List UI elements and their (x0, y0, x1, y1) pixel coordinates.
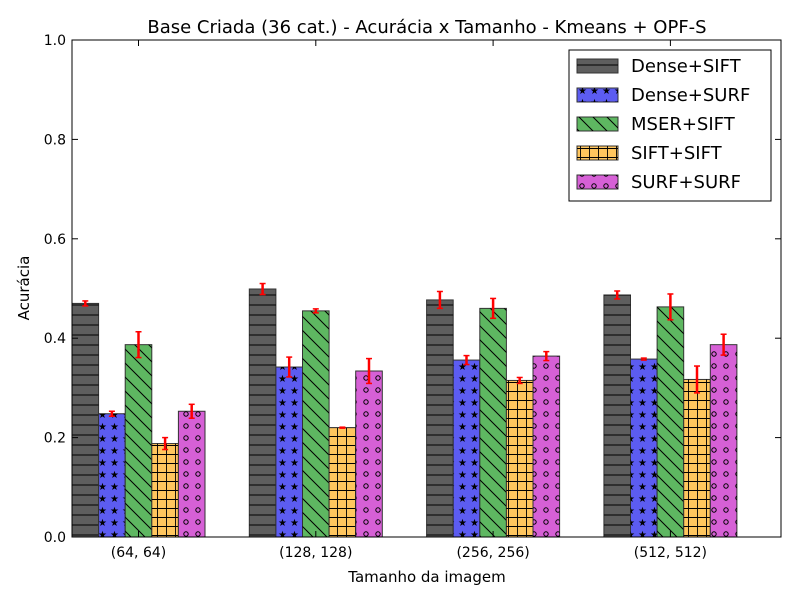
y-tick-label: 0.2 (44, 431, 66, 447)
legend-swatch-hatch (577, 88, 618, 102)
error-bar-surf-surf-1 (366, 357, 372, 385)
legend-label: MSER+SIFT (631, 114, 736, 135)
bar-mser-sift-0-hatch (125, 344, 152, 537)
error-bar-dense-sift-0 (82, 300, 89, 307)
x-tick-label: (128, 128) (279, 545, 352, 561)
bar-dense-sift-1-hatch (249, 288, 276, 537)
legend-label: Dense+SIFT (631, 56, 742, 77)
bar-dense-surf-3-hatch (630, 359, 658, 537)
bar-dense-surf-0-hatch (98, 413, 126, 537)
bars-layer (71, 288, 738, 538)
error-bar-dense-sift-1 (259, 282, 266, 296)
error-bar-dense-surf-3 (640, 357, 647, 361)
legend-label: Dense+SURF (631, 85, 750, 106)
bar-dense-sift-3-hatch (603, 294, 631, 537)
error-bar-surf-surf-0 (188, 403, 195, 419)
legend-label: SIFT+SIFT (631, 143, 723, 164)
legend-label: SURF+SURF (631, 172, 741, 193)
error-bar-dense-surf-1 (286, 356, 293, 378)
error-bar-mser-sift-0 (135, 330, 142, 359)
error-bar-mser-sift-2 (490, 297, 497, 320)
bar-dense-surf-2-hatch (453, 360, 480, 537)
legend-swatch-hatch (577, 146, 618, 160)
legend-item-dense-sift: Dense+SIFT (576, 56, 742, 77)
legend-item-surf-surf: SURF+SURF (576, 172, 741, 193)
x-tick-label: (256, 256) (456, 545, 529, 561)
error-bar-sift-sift-0 (162, 436, 169, 451)
legend-item-dense-surf: Dense+SURF (576, 85, 750, 106)
x-tick-label: (64, 64) (111, 545, 166, 561)
bar-dense-sift-2-hatch (426, 299, 454, 537)
y-tick-label: 0.4 (44, 331, 66, 347)
error-bar-dense-surf-0 (108, 410, 115, 417)
x-axis-label: Tamanho da imagem (347, 568, 505, 586)
x-axis-ticks: (64, 64) (128, 128) (256, 256) (512, 512) (111, 40, 707, 561)
legend-swatch-hatch (577, 59, 618, 73)
bar-dense-sift-0-hatch (72, 303, 99, 537)
bar-sift-sift-1-hatch (329, 427, 356, 537)
y-tick-label: 0.8 (44, 132, 66, 148)
error-bar-mser-sift-1 (312, 308, 319, 314)
legend-swatch-hatch (577, 117, 618, 131)
error-bar-mser-sift-3 (667, 293, 674, 321)
chart-title: Base Criada (36 cat.) - Acurácia x Taman… (147, 17, 706, 38)
legend: Dense+SIFT Dense+SURF MSER+SIFT SIFT+SIFT SU… (568, 49, 772, 202)
error-bar-surf-surf-2 (543, 350, 550, 362)
y-axis-label: Acurácia (15, 256, 33, 321)
error-bar-surf-surf-3 (720, 333, 727, 356)
error-bar-sift-sift-3 (694, 365, 700, 394)
y-axis-ticks: 0.0 0.2 0.4 0.6 0.8 1.0 (44, 33, 781, 546)
bar-surf-surf-1-hatch (355, 371, 383, 537)
error-bar-sift-sift-1 (339, 426, 346, 429)
plot-frame (71, 39, 782, 538)
y-tick-label: 0.0 (44, 530, 66, 546)
bar-mser-sift-1-hatch (302, 310, 330, 537)
error-bar-dense-sift-3 (614, 290, 621, 300)
bar-surf-surf-2-hatch (533, 356, 560, 537)
bar-mser-sift-2-hatch (479, 308, 507, 537)
bar-sift-sift-0-hatch (151, 443, 179, 537)
error-bar-dense-sift-2 (436, 290, 443, 310)
bar-sift-sift-2-hatch (506, 380, 533, 537)
bar-dense-surf-1-hatch (275, 367, 303, 537)
legend-item-mser-sift: MSER+SIFT (576, 114, 736, 135)
bar-surf-surf-0-hatch (178, 411, 205, 537)
bar-mser-sift-3-hatch (657, 306, 684, 537)
y-tick-label: 0.6 (44, 232, 66, 248)
y-tick-label: 1.0 (44, 33, 66, 49)
error-bar-dense-surf-2 (463, 354, 470, 366)
bar-sift-sift-3-hatch (683, 379, 711, 537)
bar-surf-surf-3-hatch (710, 344, 737, 537)
legend-swatch-hatch (577, 175, 618, 189)
legend-item-sift-sift: SIFT+SIFT (576, 143, 723, 164)
x-tick-label: (512, 512) (634, 545, 707, 561)
error-bars-layer (82, 282, 727, 451)
error-bar-sift-sift-2 (516, 376, 523, 385)
